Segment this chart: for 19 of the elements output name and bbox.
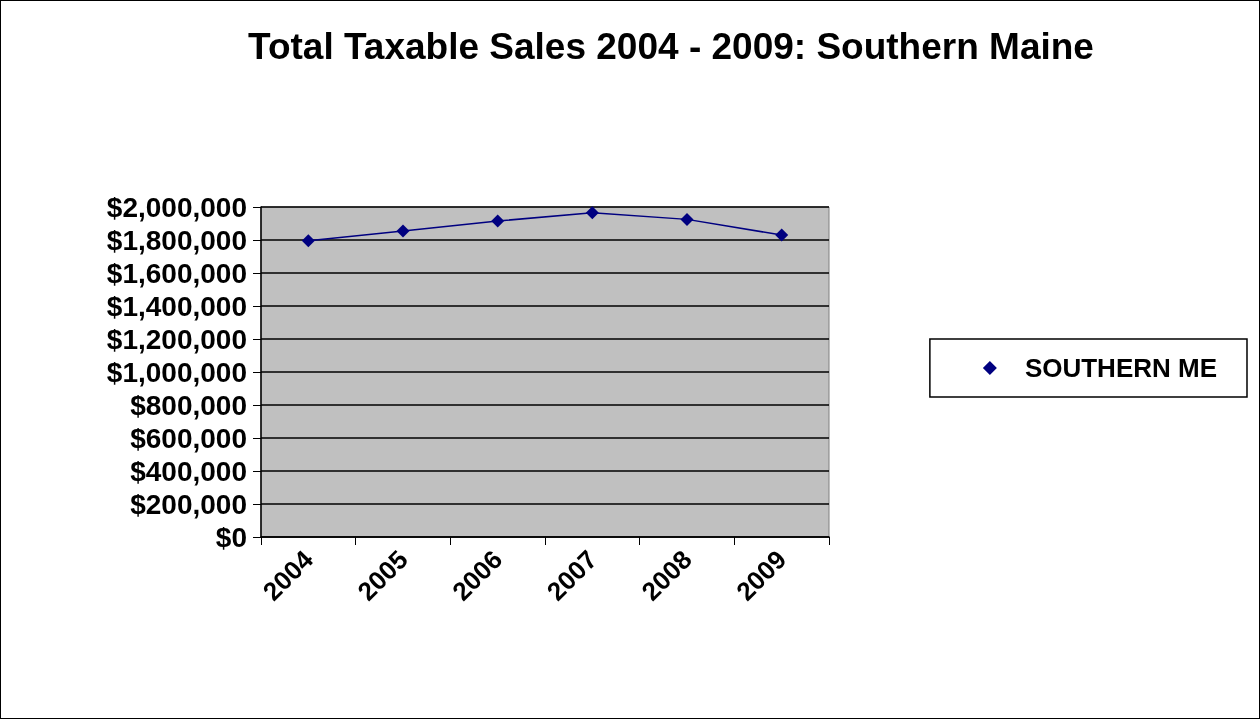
y-tick-label: $1,600,000 bbox=[106, 257, 247, 289]
point bbox=[680, 212, 694, 226]
y-tick-label: $1,200,000 bbox=[106, 323, 247, 355]
y-tick-label: $2,000,000 bbox=[106, 191, 247, 223]
point bbox=[775, 228, 789, 242]
point bbox=[301, 234, 315, 248]
y-tick-label: $800,000 bbox=[130, 389, 247, 421]
point bbox=[585, 206, 599, 220]
y-tick-label: $600,000 bbox=[130, 422, 247, 454]
point bbox=[396, 224, 410, 238]
y-tick-label: $0 bbox=[215, 521, 247, 553]
y-tick-label: $1,800,000 bbox=[106, 224, 247, 256]
y-tick-label: $400,000 bbox=[130, 455, 247, 487]
point bbox=[491, 214, 505, 228]
y-tick-label: $1,000,000 bbox=[106, 356, 247, 388]
chart-title: Total Taxable Sales 2004 - 2009: Southern Maine bbox=[248, 26, 1094, 67]
y-tick-label: $1,400,000 bbox=[106, 290, 247, 322]
legend-label: SOUTHERN ME bbox=[1024, 353, 1218, 383]
y-tick-label: $200,000 bbox=[130, 488, 247, 520]
